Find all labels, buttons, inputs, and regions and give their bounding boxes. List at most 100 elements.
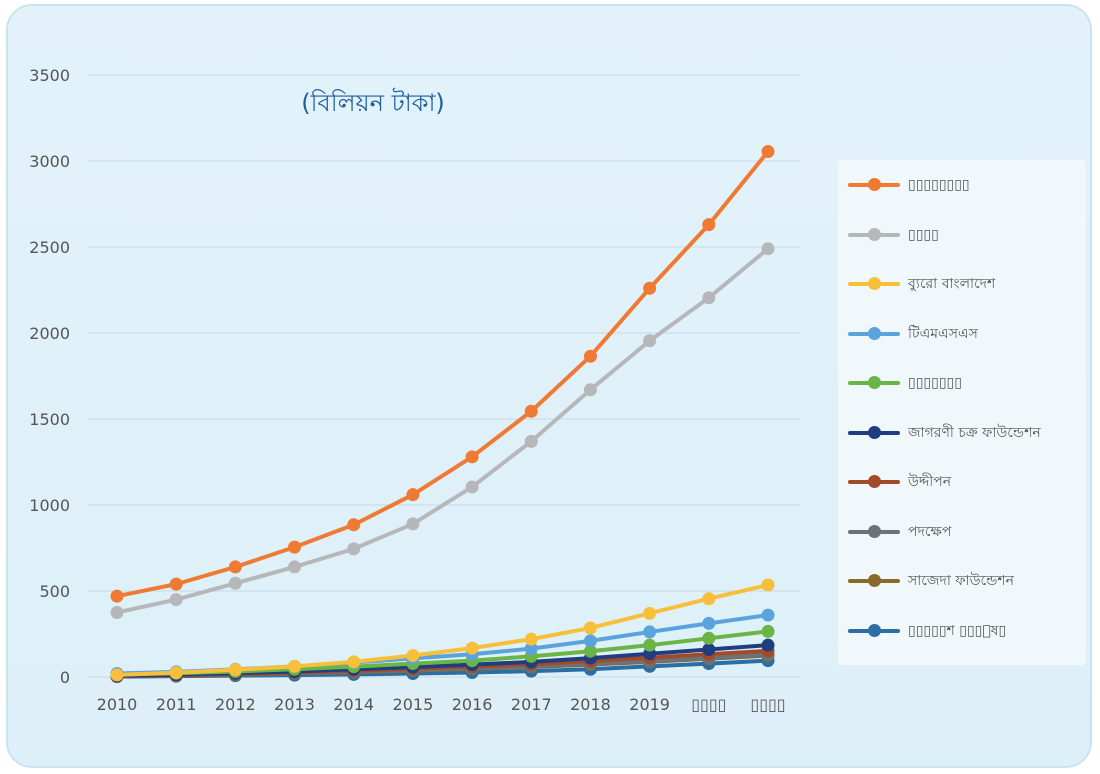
data-point	[406, 649, 420, 662]
data-point	[524, 632, 538, 646]
data-point	[761, 578, 775, 592]
series-lines	[110, 145, 775, 684]
data-point	[169, 577, 183, 591]
data-point	[583, 349, 597, 363]
legend-label: ▯▯▯▯▯শ ▯▯▯ুষ▯	[908, 622, 1007, 639]
y-tick-label: 1500	[29, 410, 70, 429]
legend-label: ▯▯▯▯▯▯▯	[908, 375, 962, 391]
legend-item: টিএমএসএস	[846, 321, 978, 347]
data-point	[643, 606, 657, 620]
series-line	[115, 149, 770, 599]
legend-label: ▯▯▯▯▯▯▯▯	[908, 177, 970, 193]
data-point	[524, 404, 538, 418]
x-tick-label: 2015	[393, 695, 434, 714]
x-tick-label: 2019	[629, 695, 670, 714]
legend-swatch-dot	[868, 227, 881, 241]
legend-swatch-dot	[868, 277, 881, 290]
data-point	[761, 624, 775, 638]
legend-item: ▯▯▯▯▯শ ▯▯▯ুষ▯	[846, 618, 1006, 644]
data-point	[465, 450, 479, 464]
legend-swatch	[846, 172, 902, 198]
legend-swatch-dot	[868, 475, 881, 488]
legend-swatch	[846, 519, 902, 545]
data-point	[702, 631, 716, 645]
data-point	[465, 641, 479, 655]
legend-swatch	[846, 420, 902, 446]
x-tick-label: ▯▯▯▯	[750, 695, 785, 714]
x-tick-label: 2018	[570, 695, 611, 714]
legend-swatch-dot	[868, 623, 881, 637]
data-point	[110, 589, 124, 603]
data-point	[643, 625, 657, 639]
legend-swatch	[846, 321, 902, 347]
legend-swatch-dot	[868, 326, 881, 340]
legend-swatch-dot	[868, 178, 881, 191]
data-point	[583, 621, 597, 635]
chart-title: (বিলিয়ন টাকা)	[301, 88, 445, 117]
y-tick-label: 3000	[29, 152, 70, 171]
legend-swatch	[846, 271, 902, 297]
y-tick-label: 500	[39, 582, 70, 601]
legend-swatch-dot	[868, 376, 881, 389]
legend-item: উদ্দীপন	[846, 469, 951, 495]
x-tick-label: 2016	[452, 695, 493, 714]
legend-label: উদ্দীপন	[908, 474, 952, 490]
legend-label: ▯▯▯▯	[908, 226, 939, 243]
data-point	[583, 644, 597, 658]
data-point	[169, 593, 183, 607]
data-point	[228, 560, 242, 574]
data-point	[228, 576, 242, 590]
data-point	[169, 666, 183, 680]
legend-item: ▯▯▯▯	[846, 222, 939, 248]
series-line	[115, 582, 770, 677]
series-1	[110, 145, 775, 603]
data-point	[643, 334, 657, 348]
data-point	[583, 634, 597, 648]
legend-swatch	[846, 370, 902, 396]
legend-label: পদক্ষেপ	[908, 523, 952, 540]
data-point	[110, 668, 124, 682]
gridlines	[88, 74, 800, 678]
data-point	[761, 638, 775, 652]
x-tick-label: 2017	[511, 695, 552, 714]
series-3	[110, 578, 775, 682]
series-2	[110, 242, 775, 619]
legend-item: জাগরণী চক্র ফাউন্ডেশন	[846, 420, 1041, 446]
legend-swatch	[846, 568, 902, 594]
y-tick-label: 2500	[29, 238, 70, 257]
y-tick-label: 0	[60, 668, 70, 687]
data-point	[761, 608, 775, 622]
data-point	[524, 434, 538, 448]
data-point	[643, 281, 657, 295]
legend-swatch-dot	[868, 425, 881, 439]
legend-swatch-dot	[868, 524, 881, 538]
y-tick-label: 1000	[29, 496, 70, 515]
data-point	[228, 663, 242, 677]
data-point	[347, 518, 361, 532]
data-point	[465, 480, 479, 494]
data-point	[702, 218, 716, 232]
legend-swatch	[846, 469, 902, 495]
data-point	[288, 560, 302, 574]
legend-item: সাজেদা ফাউন্ডেশন	[846, 568, 1014, 594]
legend-label: সাজেদা ফাউন্ডেশন	[908, 573, 1014, 589]
legend-label: ব্যুরো বাংলাদেশ	[908, 276, 996, 292]
x-tick-label: 2011	[156, 695, 197, 714]
legend-swatch	[846, 618, 902, 644]
data-point	[347, 655, 361, 669]
x-tick-label: 2013	[274, 695, 315, 714]
legend-item: ▯▯▯▯▯▯▯	[846, 370, 962, 396]
data-point	[583, 383, 597, 397]
data-point	[761, 242, 775, 256]
data-point	[761, 145, 775, 159]
y-axis-ticks: 0 500 1000 1500 2000 2500 3000 3500	[29, 66, 70, 687]
data-point	[524, 642, 538, 656]
data-point	[643, 638, 657, 652]
data-point	[702, 616, 716, 630]
x-tick-label: 2014	[333, 695, 374, 714]
data-point	[406, 488, 420, 502]
legend-item: পদক্ষেপ	[846, 519, 951, 545]
chart-legend: ▯▯▯▯▯▯▯▯ ▯▯▯▯ ব্যুরো বাংলাদেশ টিএমএসএস ▯▯▯▯▯…	[838, 160, 1086, 665]
legend-label: জাগরণী চক্র ফাউন্ডেশন	[908, 424, 1041, 441]
